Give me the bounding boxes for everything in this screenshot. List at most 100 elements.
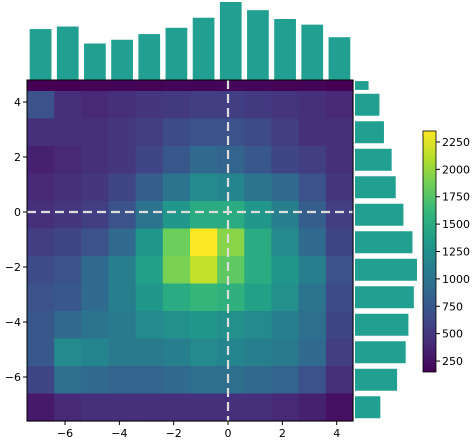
heatmap-cell [271,173,300,202]
heatmap-cell [54,80,82,92]
y-tick-label: −6 [5,371,21,384]
heatmap-cell [325,173,354,202]
heatmap-cell [244,311,273,340]
heatmap-cell [162,256,191,285]
heatmap-cell [54,173,82,202]
heatmap-cell [108,173,137,202]
heatmap-cell [244,80,273,92]
colorbar-tick-label: 1000 [442,273,470,286]
y-tick-label: 2 [14,151,21,164]
heatmap-cell [325,201,354,230]
x-tick-label: 4 [333,427,340,440]
y-marginal-bar [355,121,384,144]
heatmap-cell [54,228,82,257]
y-tick-label: −4 [5,316,21,329]
heatmap-cell [162,393,191,422]
heatmap-cell [27,118,55,147]
heatmap-cell [81,283,110,312]
x-marginal-bar [111,39,133,80]
heatmap-cells [27,80,354,422]
heatmap-cell [108,283,137,312]
x-axis: −6 −4 −2 0 2 4 [57,421,340,440]
heatmap-cell [190,366,218,395]
x-marginal-bar [56,26,79,80]
heatmap-cell [135,338,164,367]
colorbar-tick-label: 1500 [442,218,470,231]
heatmap-cell [217,80,245,92]
heatmap-cell [271,256,300,285]
heatmap-cell [271,366,300,395]
heatmap-cell [217,283,245,312]
heatmap-cell [54,283,82,312]
heatmap-cell [27,80,55,92]
x-marginal-histogram [29,2,351,81]
heatmap-cell [135,228,164,257]
heatmap-cell [298,338,327,367]
heatmap-cell [298,311,327,340]
heatmap-cell [325,283,354,312]
heatmap-cell [217,256,245,285]
heatmap-cell [27,256,55,285]
heatmap-frame [26,79,354,422]
heatmap-cell [108,80,137,92]
y-marginal-bar [355,93,380,116]
heatmap-cell [162,366,191,395]
heatmap-cell [54,311,82,340]
heatmap-cell [27,201,55,230]
heatmap-cell [135,393,164,422]
heatmap-cell [162,283,191,312]
heatmap-cell [135,80,164,92]
y-marginal-bar [355,313,409,336]
x-marginal-bar [29,29,52,81]
x-tick-label: 2 [279,427,286,440]
heatmap-cell [190,256,218,285]
heatmap-cell [217,228,245,257]
x-tick-label: −2 [166,427,182,440]
y-marginal-bar [355,341,406,364]
heatmap-cell [81,91,110,120]
heatmap-cell [244,256,273,285]
heatmap-cell [271,201,300,230]
heatmap-cell [217,146,245,175]
heatmap-cell [81,228,110,257]
heatmap-cell [135,283,164,312]
heatmap-cell [325,338,354,367]
x-marginal-bar [219,2,242,80]
heatmap-cell [190,80,218,92]
heatmap-cell [244,118,273,147]
heatmap-cell [81,393,110,422]
y-marginal-bar [355,203,404,226]
heatmap-cell [271,80,300,92]
x-tick-label: −4 [111,427,127,440]
heatmap-cell [81,80,110,92]
heatmap-cell [81,311,110,340]
heatmap-cell [27,311,55,340]
heatmap-cell [244,201,273,230]
colorbar-tick-label: 2000 [442,163,470,176]
heatmap-cell [162,146,191,175]
heatmap-cell [217,311,245,340]
heatmap-cell [108,118,137,147]
heatmap-cell [81,256,110,285]
heatmap-cell [81,146,110,175]
heatmap-cell [325,146,354,175]
y-marginal-bar [355,148,392,171]
heatmap-cell [298,393,327,422]
heatmap-cell [325,256,354,285]
heatmap-cell [135,311,164,340]
heatmap-cell [108,311,137,340]
heatmap-cell [81,201,110,230]
heatmap-cell [162,201,191,230]
heatmap-cell [244,146,273,175]
heatmap-cell [298,80,327,92]
heatmap-cell [54,393,82,422]
heatmap-cell [298,228,327,257]
heatmap-cell [108,228,137,257]
heatmap-cell [27,173,55,202]
heatmap-cell [244,228,273,257]
crosshair-lines [27,80,353,421]
heatmap-cell [217,366,245,395]
y-axis: 4 2 0 −2 −4 −6 [5,96,27,384]
heatmap-cell [298,91,327,120]
heatmap-cell [298,146,327,175]
